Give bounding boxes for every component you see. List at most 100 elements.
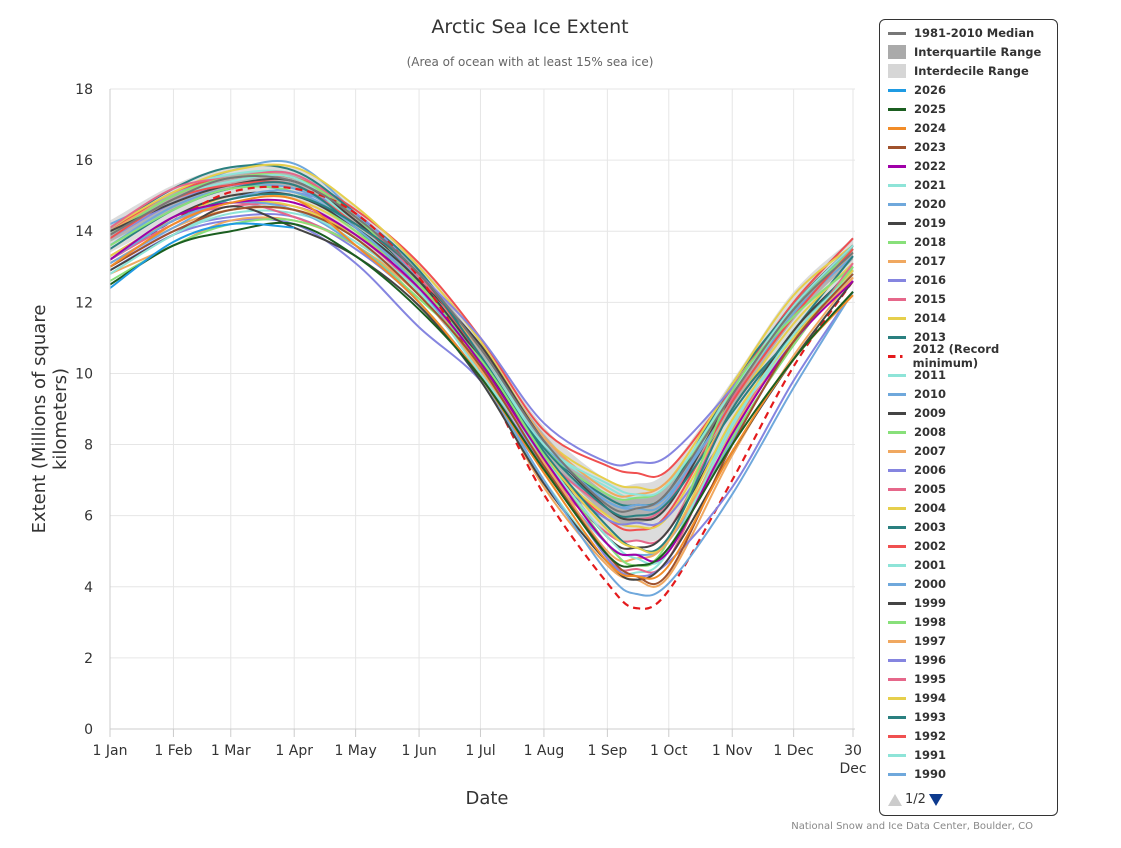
legend-swatch <box>888 468 906 472</box>
legend-item-2002[interactable]: 2002 <box>888 537 946 555</box>
legend-item-1990[interactable]: 1990 <box>888 765 946 783</box>
series-line-2018[interactable] <box>109 217 854 567</box>
legend-item-2026[interactable]: 2026 <box>888 81 946 99</box>
legend-item-interdecile[interactable]: Interdecile Range <box>888 62 1029 80</box>
legend-swatch <box>888 544 906 548</box>
x-tick-label: 1 Mar <box>211 743 251 759</box>
x-tick-label: 1 Apr <box>275 743 313 759</box>
series-line-2024[interactable] <box>109 195 854 580</box>
legend-item-2013[interactable]: 2013 <box>888 328 946 346</box>
legend-swatch <box>888 734 906 738</box>
legend-item-1992[interactable]: 1992 <box>888 727 946 745</box>
series-line-1991[interactable] <box>109 169 854 499</box>
legend-item-2016[interactable]: 2016 <box>888 271 946 289</box>
legend-item-2009[interactable]: 2009 <box>888 404 946 422</box>
legend-item-2000[interactable]: 2000 <box>888 575 946 593</box>
legend-prev-page-icon[interactable] <box>888 793 902 806</box>
legend-item-2006[interactable]: 2006 <box>888 461 946 479</box>
legend-item-2004[interactable]: 2004 <box>888 499 946 517</box>
legend-label: 1981-2010 Median <box>914 26 1035 40</box>
legend-label: 2017 <box>914 254 947 268</box>
legend-item-2020[interactable]: 2020 <box>888 195 946 213</box>
legend-swatch <box>888 506 906 510</box>
legend-label: 1993 <box>914 710 947 724</box>
legend-item-2021[interactable]: 2021 <box>888 176 946 194</box>
legend-item-2024[interactable]: 2024 <box>888 119 946 137</box>
y-tick-label: 2 <box>84 651 93 667</box>
legend-item-2011[interactable]: 2011 <box>888 366 946 384</box>
legend-item-2022[interactable]: 2022 <box>888 157 946 175</box>
legend-label: 1996 <box>914 653 947 667</box>
series-line-2020[interactable] <box>109 201 854 597</box>
legend-label: 2026 <box>914 83 947 97</box>
legend-label: 2021 <box>914 178 947 192</box>
y-tick-label: 16 <box>75 153 93 169</box>
legend-item-1993[interactable]: 1993 <box>888 708 946 726</box>
legend-label: 2025 <box>914 102 947 116</box>
legend-swatch <box>888 88 906 92</box>
legend-item-2007[interactable]: 2007 <box>888 442 946 460</box>
legend-swatch <box>888 278 906 282</box>
legend-swatch <box>888 639 906 643</box>
x-tick-label: Dec <box>839 761 866 777</box>
legend-item-2008[interactable]: 2008 <box>888 423 946 441</box>
legend-swatch <box>888 297 906 301</box>
legend-label: 1992 <box>914 729 947 743</box>
legend-item-1997[interactable]: 1997 <box>888 632 946 650</box>
x-tick-label: 1 Aug <box>524 743 565 759</box>
series-line-2016[interactable] <box>109 217 854 578</box>
legend-item-1999[interactable]: 1999 <box>888 594 946 612</box>
legend-swatch <box>888 45 906 59</box>
legend-swatch <box>888 183 906 187</box>
legend-label: 1991 <box>914 748 947 762</box>
legend-label: 2004 <box>914 501 947 515</box>
legend-item-2014[interactable]: 2014 <box>888 309 946 327</box>
legend-swatch <box>888 620 906 624</box>
legend-label: 2008 <box>914 425 947 439</box>
legend-label: 2005 <box>914 482 947 496</box>
y-tick-label: 18 <box>75 82 93 98</box>
median-line[interactable] <box>109 175 854 513</box>
legend-swatch <box>888 107 906 111</box>
legend-item-2012[interactable]: 2012 (Record minimum) <box>888 342 1057 370</box>
legend-next-page-icon[interactable] <box>928 793 943 806</box>
legend-item-median[interactable]: 1981-2010 Median <box>888 24 1034 42</box>
legend-label: 2003 <box>914 520 947 534</box>
legend-item-2017[interactable]: 2017 <box>888 252 946 270</box>
legend-page-indicator: 1/2 <box>905 792 926 807</box>
legend-label: 2019 <box>914 216 947 230</box>
y-tick-label: 8 <box>84 438 93 454</box>
series-line-2025[interactable] <box>109 221 854 568</box>
series-line-1994[interactable] <box>109 163 854 492</box>
legend-item-1996[interactable]: 1996 <box>888 651 946 669</box>
legend-item-2019[interactable]: 2019 <box>888 214 946 232</box>
legend-swatch <box>888 753 906 757</box>
legend-item-2025[interactable]: 2025 <box>888 100 946 118</box>
legend-item-1998[interactable]: 1998 <box>888 613 946 631</box>
legend-item-2018[interactable]: 2018 <box>888 233 946 251</box>
legend-item-1994[interactable]: 1994 <box>888 689 946 707</box>
legend: 1/2 1981-2010 Median Interquartile Range I… <box>879 19 1058 816</box>
legend-item-2010[interactable]: 2010 <box>888 385 946 403</box>
legend-label: 2020 <box>914 197 947 211</box>
legend-item-2001[interactable]: 2001 <box>888 556 946 574</box>
series-line-2012[interactable] <box>109 185 854 610</box>
x-tick-label: 1 Feb <box>154 743 192 759</box>
axes: 0 2 4 6 8 10 12 14 16 18 1 Jan 1 Feb 1 Mar 1 Apr 1 May… <box>75 82 866 777</box>
legend-item-1995[interactable]: 1995 <box>888 670 946 688</box>
legend-label: 2013 <box>914 330 947 344</box>
legend-item-2023[interactable]: 2023 <box>888 138 946 156</box>
legend-item-2015[interactable]: 2015 <box>888 290 946 308</box>
chart-subtitle: (Area of ocean with at least 15% sea ice… <box>406 55 654 69</box>
legend-item-2005[interactable]: 2005 <box>888 480 946 498</box>
legend-label: 1995 <box>914 672 947 686</box>
series-line-2026[interactable] <box>109 222 295 289</box>
legend-item-1991[interactable]: 1991 <box>888 746 946 764</box>
x-tick-label: 1 Jun <box>401 743 436 759</box>
legend-item-2003[interactable]: 2003 <box>888 518 946 536</box>
series-line-2022[interactable] <box>109 198 854 563</box>
y-tick-label: 12 <box>75 295 93 311</box>
legend-label: 2015 <box>914 292 947 306</box>
legend-item-interquartile[interactable]: Interquartile Range <box>888 43 1041 61</box>
series-line-1990[interactable] <box>109 160 854 512</box>
